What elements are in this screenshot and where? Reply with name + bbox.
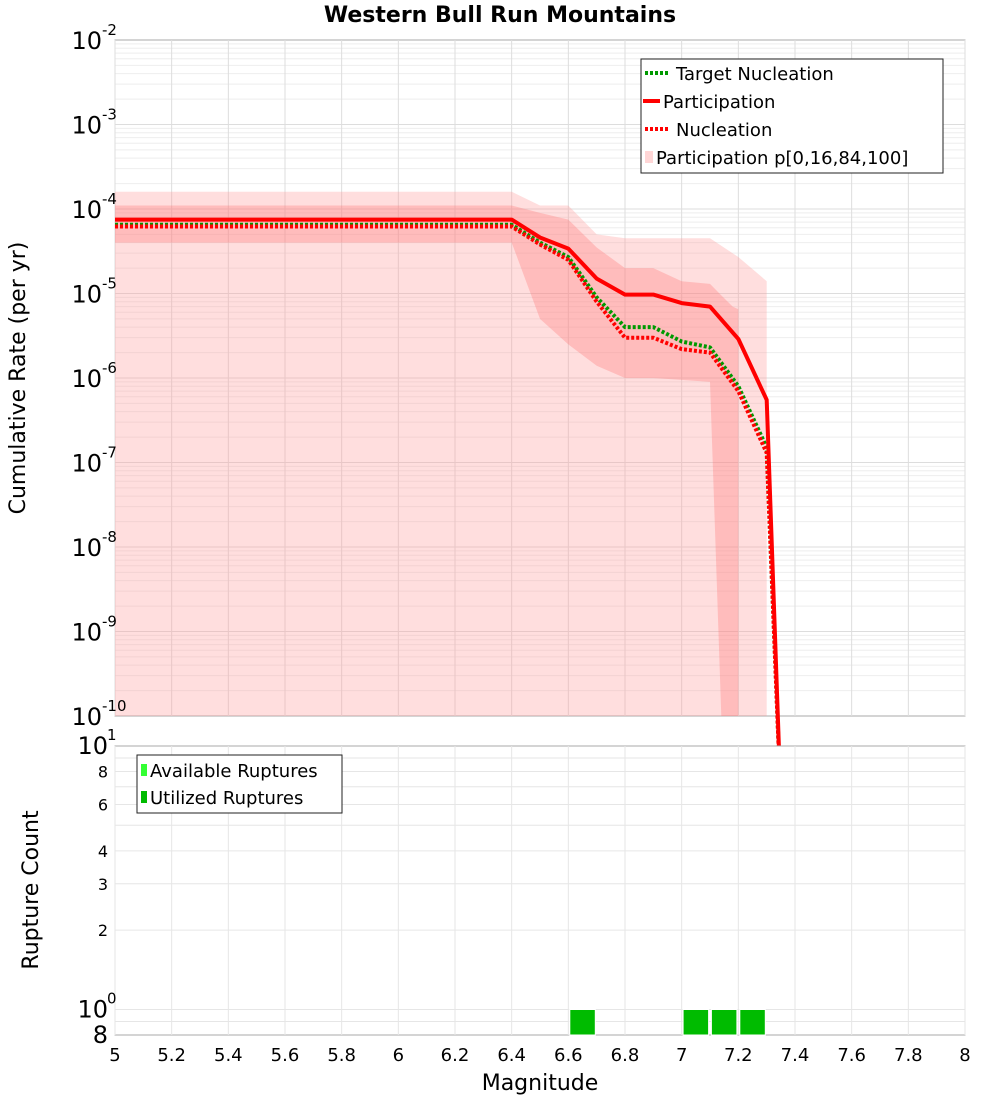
count-legend-box — [136, 754, 343, 814]
rate-legend: Target Nucleation Participation Nucleati… — [640, 58, 944, 174]
x-tick-label: 7.2 — [724, 1045, 753, 1066]
count-y-tick-label: 8 — [98, 763, 108, 782]
series-line-nucleation — [115, 224, 783, 801]
rate-y-tick-label: 10 — [71, 281, 102, 309]
legend-available-label: Available Ruptures — [150, 761, 318, 782]
count-y-tick-exponent: 0 — [107, 989, 117, 1007]
rate-y-tick-exponent: -4 — [102, 190, 117, 208]
x-tick-label: 6.4 — [497, 1045, 526, 1066]
x-tick-label: 7.8 — [894, 1045, 923, 1066]
chart-title: Western Bull Run Mountains — [324, 3, 676, 28]
rate-plot-panel: 10-210-310-410-510-610-710-810-910-10 Cu… — [6, 21, 966, 801]
count-y-tick-exponent: 1 — [107, 726, 117, 744]
legend-participation-band-label: Participation p[0,16,84,100] — [656, 148, 908, 169]
rate-y-ticks: 10-210-310-410-510-610-710-810-910-10 — [71, 21, 126, 731]
legend-utilized-swatch — [141, 791, 147, 803]
count-y-tick-label: 4 — [98, 842, 108, 861]
rate-y-tick-label: 10 — [71, 534, 102, 562]
x-tick-label: 5 — [109, 1045, 120, 1066]
count-y-tick-label: 2 — [98, 921, 108, 940]
rate-y-tick-label: 10 — [71, 196, 102, 224]
rate-y-tick-exponent: -7 — [102, 444, 117, 462]
rate-y-tick-exponent: -3 — [102, 106, 117, 124]
rate-legend-box — [640, 58, 944, 174]
rate-y-tick-exponent: -8 — [102, 528, 117, 546]
legend-target-nucleation-label: Target Nucleation — [675, 64, 834, 85]
x-tick-label: 7.4 — [781, 1045, 810, 1066]
legend-participation-label: Participation — [663, 92, 775, 113]
participation-band-outer — [115, 191, 767, 717]
x-axis-label: Magnitude — [482, 1071, 599, 1096]
count-legend: Available Ruptures Utilized Ruptures — [136, 754, 343, 814]
x-tick-label: 5.4 — [214, 1045, 243, 1066]
rate-y-tick-exponent: -2 — [102, 21, 117, 39]
rate-lines — [115, 217, 783, 801]
x-tick-label: 6 — [393, 1045, 404, 1066]
participation-band-inner — [115, 205, 739, 716]
count-y-tick-label: 6 — [98, 795, 108, 814]
legend-participation-band-swatch — [645, 151, 653, 163]
legend-available-swatch — [141, 764, 147, 776]
count-y-tick-label: 8 — [93, 1021, 108, 1049]
rate-y-tick-label: 10 — [71, 365, 102, 393]
x-tick-label: 6.6 — [554, 1045, 583, 1066]
series-line-participation — [115, 217, 783, 801]
rate-y-tick-label: 10 — [71, 619, 102, 647]
count-y-tick-label: 3 — [98, 875, 108, 894]
utilized-rupture-bar — [739, 1009, 766, 1036]
x-tick-label: 7.6 — [837, 1045, 866, 1066]
x-tick-label: 7 — [676, 1045, 687, 1066]
x-tick-label: 6.8 — [611, 1045, 640, 1066]
count-y-tick-label: 10 — [77, 732, 108, 760]
rate-y-tick-label: 10 — [71, 27, 102, 55]
x-tick-label: 8 — [959, 1045, 970, 1066]
count-bars — [569, 1009, 766, 1036]
rate-y-tick-exponent: -5 — [102, 275, 117, 293]
rate-y-axis-label: Cumulative Rate (per yr) — [6, 242, 31, 515]
utilized-rupture-bar — [682, 1009, 710, 1036]
x-tick-label: 5.6 — [271, 1045, 300, 1066]
x-tick-label: 5.2 — [157, 1045, 186, 1066]
count-y-tick-label: 10 — [77, 995, 108, 1023]
count-y-axis-label: Rupture Count — [19, 810, 44, 970]
legend-utilized-label: Utilized Ruptures — [150, 788, 303, 809]
x-tick-label: 6.2 — [441, 1045, 470, 1066]
rate-y-tick-label: 10 — [71, 112, 102, 140]
count-x-ticks: 5 5.2 5.4 5.6 5.8 6 6.2 6.4 6.6 6.8 7 7.2 7.4 7.6 7.8 8 — [109, 1045, 970, 1066]
x-tick-label: 5.8 — [327, 1045, 356, 1066]
utilized-rupture-bar — [710, 1009, 738, 1036]
rate-y-tick-exponent: -9 — [102, 613, 117, 631]
rate-y-tick-exponent: -6 — [102, 359, 117, 377]
legend-nucleation-label: Nucleation — [676, 120, 772, 141]
utilized-rupture-bar — [569, 1009, 596, 1036]
rate-y-tick-label: 10 — [71, 703, 102, 731]
rate-y-tick-label: 10 — [71, 450, 102, 478]
rate-y-tick-exponent: -10 — [102, 697, 127, 715]
rate-bands — [115, 191, 767, 717]
